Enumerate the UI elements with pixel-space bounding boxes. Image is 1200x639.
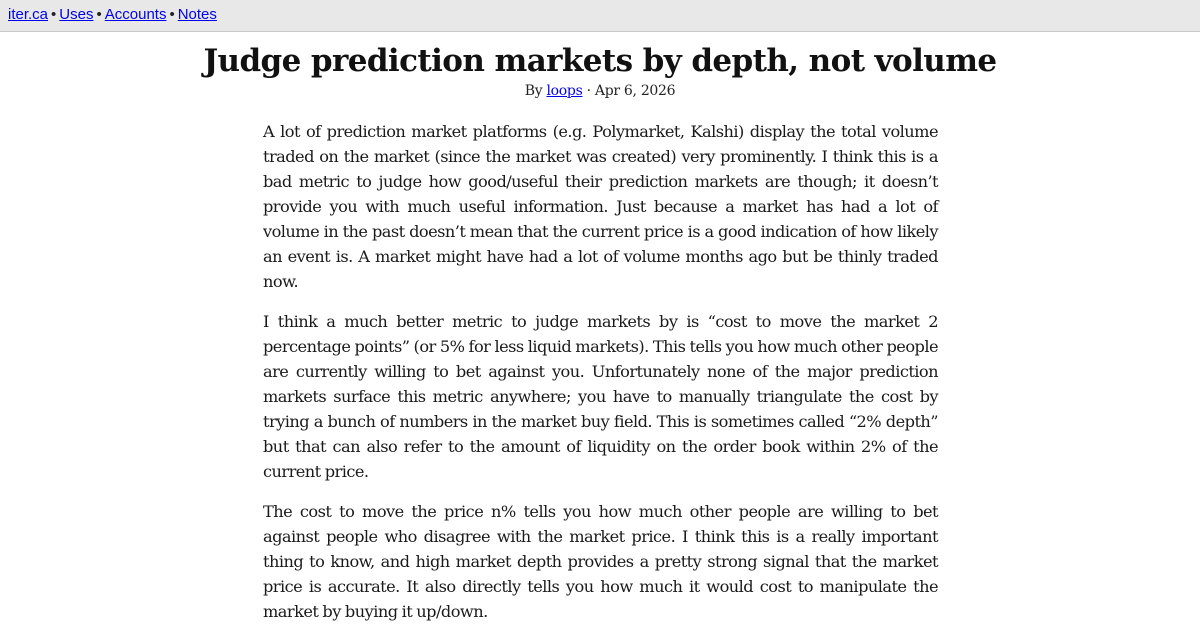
nav-link-home[interactable]: iter.ca [8, 6, 49, 23]
nav-separator: • [169, 6, 175, 23]
top-navigation: iter.ca • Uses • Accounts • Notes [0, 0, 1200, 32]
nav-separator: • [51, 6, 57, 23]
nav-link-accounts[interactable]: Accounts [104, 6, 167, 23]
paragraph: I think a much better metric to judge ma… [263, 312, 939, 481]
publish-date: Apr 6, 2026 [594, 83, 676, 99]
paragraph: The cost to move the price n% tells you … [263, 502, 939, 621]
byline-separator: · [582, 83, 595, 99]
page-title: Judge prediction markets by depth, not v… [203, 43, 997, 79]
byline: By loops · Apr 6, 2026 [0, 81, 1200, 101]
article-body: A lot of prediction market platforms (e.… [263, 119, 939, 639]
author-link[interactable]: loops [546, 83, 583, 99]
nav-link-notes[interactable]: Notes [177, 6, 217, 23]
byline-prefix: By [524, 83, 547, 99]
nav-link-uses[interactable]: Uses [59, 6, 94, 23]
nav-separator: • [96, 6, 102, 23]
paragraph: A lot of prediction market platforms (e.… [263, 122, 939, 291]
